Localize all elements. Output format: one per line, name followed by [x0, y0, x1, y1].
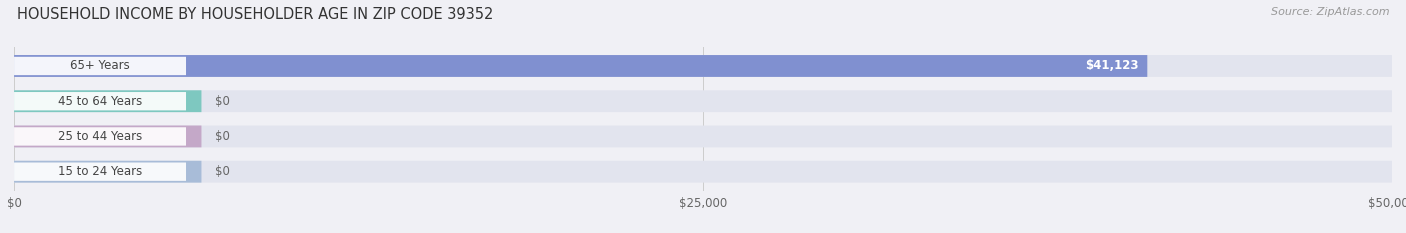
FancyBboxPatch shape: [14, 90, 201, 112]
FancyBboxPatch shape: [14, 55, 1392, 77]
FancyBboxPatch shape: [14, 127, 186, 146]
Text: $0: $0: [215, 95, 231, 108]
FancyBboxPatch shape: [14, 57, 186, 75]
FancyBboxPatch shape: [14, 126, 201, 147]
Text: 15 to 24 Years: 15 to 24 Years: [58, 165, 142, 178]
Text: $0: $0: [215, 130, 231, 143]
FancyBboxPatch shape: [14, 90, 1392, 112]
Text: $0: $0: [215, 165, 231, 178]
FancyBboxPatch shape: [14, 55, 1147, 77]
FancyBboxPatch shape: [14, 162, 186, 181]
Text: Source: ZipAtlas.com: Source: ZipAtlas.com: [1271, 7, 1389, 17]
FancyBboxPatch shape: [14, 92, 186, 110]
FancyBboxPatch shape: [14, 161, 201, 183]
Text: 45 to 64 Years: 45 to 64 Years: [58, 95, 142, 108]
Text: HOUSEHOLD INCOME BY HOUSEHOLDER AGE IN ZIP CODE 39352: HOUSEHOLD INCOME BY HOUSEHOLDER AGE IN Z…: [17, 7, 494, 22]
FancyBboxPatch shape: [14, 161, 1392, 183]
FancyBboxPatch shape: [14, 126, 1392, 147]
Text: $41,123: $41,123: [1085, 59, 1139, 72]
Text: 65+ Years: 65+ Years: [70, 59, 129, 72]
Text: 25 to 44 Years: 25 to 44 Years: [58, 130, 142, 143]
